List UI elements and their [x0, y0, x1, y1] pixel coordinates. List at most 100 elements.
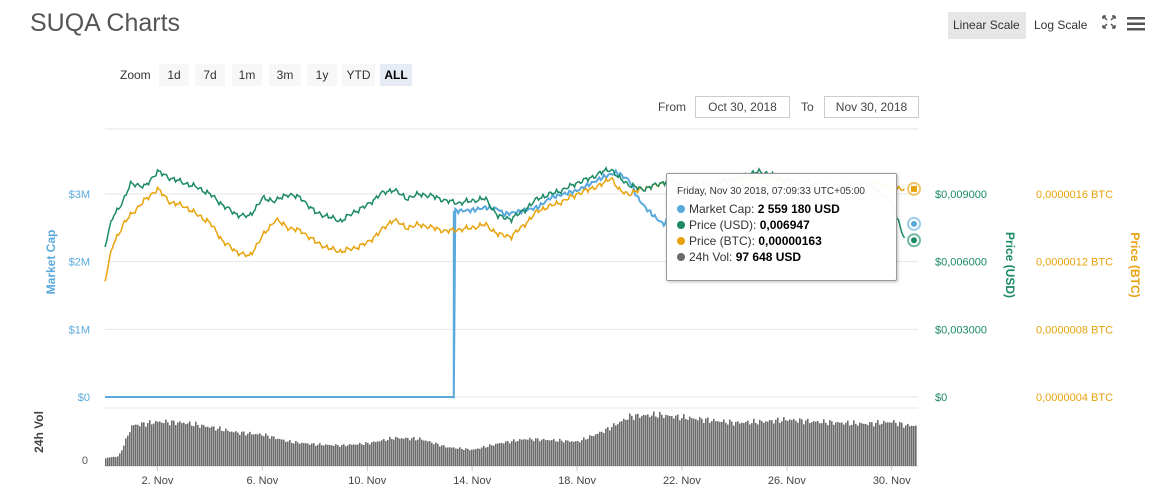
- zoom-button-1y[interactable]: 1y: [307, 64, 337, 86]
- volume-bar: [369, 444, 371, 466]
- tooltip-label: Price (BTC):: [689, 234, 755, 248]
- volume-bar: [611, 426, 613, 466]
- volume-bar: [383, 438, 385, 466]
- volume-bar: [159, 421, 161, 466]
- volume-bar: [321, 445, 323, 466]
- volume-bar: [143, 422, 145, 466]
- volume-tick-label: 0: [82, 455, 88, 467]
- volume-bar: [559, 438, 561, 466]
- volume-bar: [503, 443, 505, 466]
- volume-bar: [281, 439, 283, 466]
- zoom-button-7d[interactable]: 7d: [195, 64, 225, 86]
- volume-bar: [613, 423, 615, 466]
- volume-bar: [905, 425, 907, 466]
- x-tick-label: 2. Nov: [142, 475, 174, 487]
- volume-bar: [165, 419, 167, 466]
- market-cap-tick-label: $1M: [69, 324, 90, 336]
- volume-bar: [745, 421, 747, 466]
- volume-bar: [855, 423, 857, 466]
- volume-bar: [815, 421, 817, 466]
- volume-bar: [671, 416, 673, 466]
- zoom-button-all[interactable]: ALL: [380, 64, 412, 86]
- volume-bar: [913, 425, 915, 466]
- volume-bar: [267, 435, 269, 466]
- zoom-button-3m[interactable]: 3m: [269, 64, 301, 86]
- to-date-input[interactable]: Nov 30, 2018: [824, 96, 919, 118]
- volume-bar: [667, 415, 669, 466]
- volume-bar: [209, 427, 211, 466]
- volume-bar: [439, 446, 441, 466]
- volume-bar: [149, 420, 151, 466]
- volume-bar: [293, 443, 295, 466]
- volume-bar: [811, 422, 813, 466]
- volume-bar: [255, 434, 257, 466]
- zoom-button-1m[interactable]: 1m: [232, 64, 262, 86]
- volume-bar: [627, 419, 629, 466]
- volume-bar: [767, 421, 769, 466]
- volume-bar: [455, 448, 457, 466]
- volume-bar: [553, 438, 555, 466]
- volume-bar: [447, 447, 449, 466]
- volume-bar: [803, 424, 805, 466]
- volume-bar: [659, 411, 661, 466]
- volume-bar: [781, 421, 783, 466]
- volume-bar: [525, 439, 527, 466]
- price-usd-point: [911, 237, 917, 244]
- volume-bar: [315, 445, 317, 466]
- volume-bar: [151, 424, 153, 466]
- volume-bar: [395, 436, 397, 466]
- volume-bar: [111, 457, 113, 466]
- volume-bar: [331, 445, 333, 466]
- volume-bar: [129, 432, 131, 466]
- volume-bar: [425, 440, 427, 466]
- volume-bar: [891, 422, 893, 466]
- legend-dot-icon: [677, 237, 685, 245]
- zoom-button-1d[interactable]: 1d: [159, 64, 189, 86]
- volume-bar: [219, 426, 221, 466]
- volume-bar: [543, 438, 545, 466]
- volume-bar: [571, 441, 573, 466]
- volume-bar: [549, 440, 551, 466]
- hamburger-menu-icon[interactable]: [1127, 17, 1145, 31]
- zoom-button-ytd[interactable]: YTD: [342, 64, 375, 86]
- page-title: SUQA Charts: [30, 9, 181, 37]
- volume-bar: [727, 424, 729, 466]
- volume-bar: [821, 423, 823, 466]
- volume-bar: [387, 439, 389, 466]
- volume-bar: [419, 437, 421, 466]
- volume-bar: [193, 426, 195, 466]
- volume-bar: [247, 433, 249, 466]
- volume-bar: [713, 418, 715, 466]
- volume-bar: [711, 421, 713, 466]
- volume-bar: [657, 417, 659, 466]
- tooltip-row-market-cap: Market Cap: 2 559 180 USD: [677, 201, 886, 217]
- legend-dot-icon: [677, 221, 685, 229]
- volume-bar: [519, 439, 521, 466]
- volume-bar: [769, 420, 771, 466]
- volume-bar: [699, 417, 701, 466]
- volume-bar: [819, 423, 821, 466]
- volume-bar: [817, 421, 819, 466]
- volume-bar: [523, 439, 525, 466]
- from-date-input[interactable]: Oct 30, 2018: [695, 96, 790, 118]
- volume-bar: [635, 414, 637, 466]
- volume-bar: [287, 441, 289, 466]
- volume-bar: [687, 419, 689, 466]
- volume-bar: [311, 443, 313, 466]
- volume-bar: [673, 418, 675, 466]
- volume-bar: [137, 424, 139, 466]
- volume-bar: [123, 445, 125, 466]
- volume-bar: [763, 422, 765, 466]
- linear-scale-button[interactable]: Linear Scale: [948, 12, 1026, 39]
- volume-bar: [609, 430, 611, 466]
- volume-bar: [805, 420, 807, 466]
- volume-bar: [789, 419, 791, 466]
- fullscreen-icon[interactable]: [1102, 15, 1116, 29]
- volume-bar: [837, 422, 839, 466]
- volume-bar: [797, 422, 799, 466]
- volume-bar: [405, 437, 407, 466]
- volume-bar: [909, 426, 911, 466]
- volume-bar: [545, 440, 547, 466]
- log-scale-button[interactable]: Log Scale: [1034, 18, 1088, 32]
